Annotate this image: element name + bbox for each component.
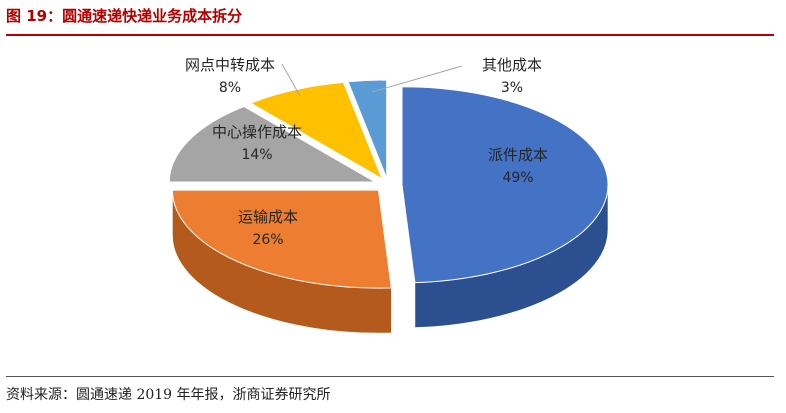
leader-line-3 xyxy=(281,63,301,97)
source-note: 资料来源：圆通速递 2019 年年报，浙商证券研究所 xyxy=(6,387,331,403)
slice-label-2: 中心操作成本 xyxy=(212,123,302,141)
figure-title: 图 19：圆通速递快递业务成本拆分 xyxy=(6,7,243,25)
slice-value-3: 8% xyxy=(219,80,241,96)
slice-1 xyxy=(171,189,392,289)
slice-3 xyxy=(249,81,384,180)
slice-label-1: 运输成本 xyxy=(238,208,298,226)
slice-2 xyxy=(168,105,378,183)
pie-labels: 派件成本 49% 运输成本 26% 中心操作成本 14% 网点中转成本 8% 其他成本 3% xyxy=(185,56,548,248)
pie-tops xyxy=(168,79,609,289)
slice-label-0: 派件成本 xyxy=(488,146,548,164)
slice-label-4: 其他成本 xyxy=(482,56,542,74)
source-divider xyxy=(6,376,774,377)
title-divider xyxy=(6,34,774,36)
slice-value-4: 3% xyxy=(501,80,523,96)
slice-0 xyxy=(401,86,609,284)
slice-4 xyxy=(347,79,388,179)
leader-line-4 xyxy=(371,65,463,93)
slice-label-3: 网点中转成本 xyxy=(185,56,275,74)
slice-value-0: 49% xyxy=(502,170,533,186)
slice-value-1: 26% xyxy=(252,232,283,248)
slice-value-2: 14% xyxy=(241,147,272,163)
